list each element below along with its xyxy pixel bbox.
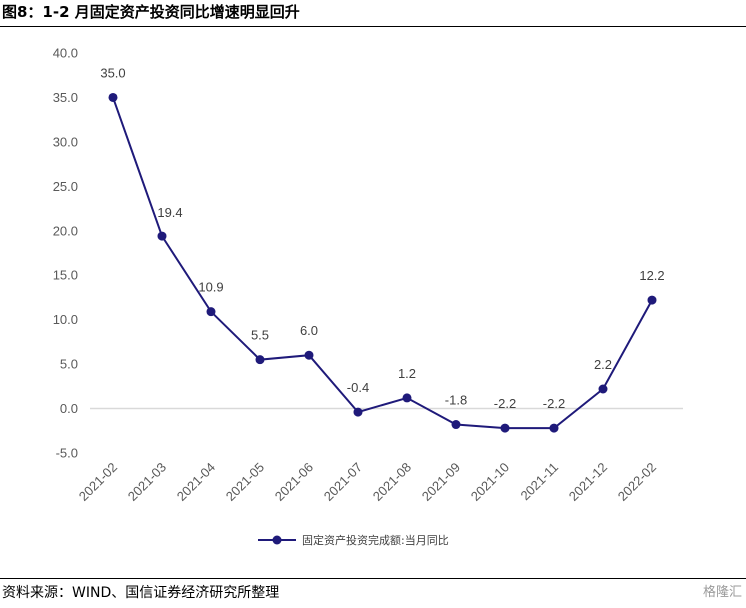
x-tick-label: 2021-04	[174, 460, 218, 504]
data-label: 19.4	[157, 205, 182, 220]
x-tick-label: 2022-02	[615, 460, 659, 504]
y-axis-ticks: 40.0 35.0 30.0 25.0 20.0 15.0 10.0 5.0 0.0 -5.0	[53, 46, 78, 461]
data-label: -2.2	[494, 396, 516, 411]
y-tick-label: 40.0	[53, 46, 78, 61]
y-tick-label: 25.0	[53, 179, 78, 194]
x-tick-label: 2021-03	[125, 460, 169, 504]
data-point	[598, 384, 608, 394]
data-point	[549, 423, 559, 433]
legend: 固定资产投资完成额:当月同比	[258, 533, 449, 547]
data-point	[402, 393, 412, 403]
data-labels: 35.0 19.4 10.9 5.5 6.0 -0.4 1.2 -1.8 -2.2 -2.2 2.2…	[100, 65, 664, 411]
data-point	[500, 423, 510, 433]
data-label: 1.2	[398, 366, 416, 381]
y-tick-label: 30.0	[53, 134, 78, 149]
figure-title: 图8：1-2 月固定资产投资同比增速明显回升	[0, 0, 746, 27]
y-tick-label: -5.0	[56, 446, 78, 461]
x-tick-label: 2021-06	[272, 460, 316, 504]
watermark-logo: 格隆汇	[702, 585, 742, 600]
y-tick-label: 35.0	[53, 90, 78, 105]
data-point	[206, 307, 216, 317]
data-label: -1.8	[445, 393, 467, 408]
data-point	[108, 92, 118, 102]
data-point	[157, 231, 167, 241]
data-label: -0.4	[347, 380, 369, 395]
x-tick-label: 2021-10	[468, 460, 512, 504]
data-point	[451, 420, 461, 430]
data-label: 10.9	[198, 280, 223, 295]
data-point	[353, 407, 363, 417]
data-point	[304, 350, 314, 360]
data-points	[108, 92, 657, 433]
x-tick-label: 2021-07	[321, 460, 365, 504]
x-tick-label: 2021-09	[419, 460, 463, 504]
data-point	[255, 355, 265, 365]
data-label: 6.0	[300, 323, 318, 338]
data-label: 5.5	[251, 328, 269, 343]
y-tick-label: 0.0	[60, 401, 78, 416]
figure-source: 资料来源：WIND、国信证券经济研究所整理	[0, 578, 746, 608]
y-tick-label: 15.0	[53, 268, 78, 283]
x-tick-label: 2021-08	[370, 460, 414, 504]
y-tick-label: 5.0	[60, 357, 78, 372]
data-label: 35.0	[100, 65, 125, 80]
y-tick-label: 10.0	[53, 312, 78, 327]
x-tick-label: 2021-12	[566, 460, 610, 504]
series-line	[112, 97, 653, 430]
x-tick-label: 2021-05	[223, 460, 267, 504]
data-label: -2.2	[543, 396, 565, 411]
data-label: 2.2	[594, 357, 612, 372]
x-axis-ticks: 2021-02 2021-03 2021-04 2021-05 2021-06 2021-…	[76, 460, 659, 504]
line-chart: 40.0 35.0 30.0 25.0 20.0 15.0 10.0 5.0 0.0 -5.0 2…	[53, 46, 683, 547]
x-tick-label: 2021-02	[76, 460, 120, 504]
legend-dot-marker	[272, 535, 282, 545]
x-tick-label: 2021-11	[517, 460, 561, 504]
data-label: 12.2	[639, 268, 664, 283]
legend-label: 固定资产投资完成额:当月同比	[302, 533, 449, 547]
data-point	[647, 295, 657, 305]
y-tick-label: 20.0	[53, 223, 78, 238]
